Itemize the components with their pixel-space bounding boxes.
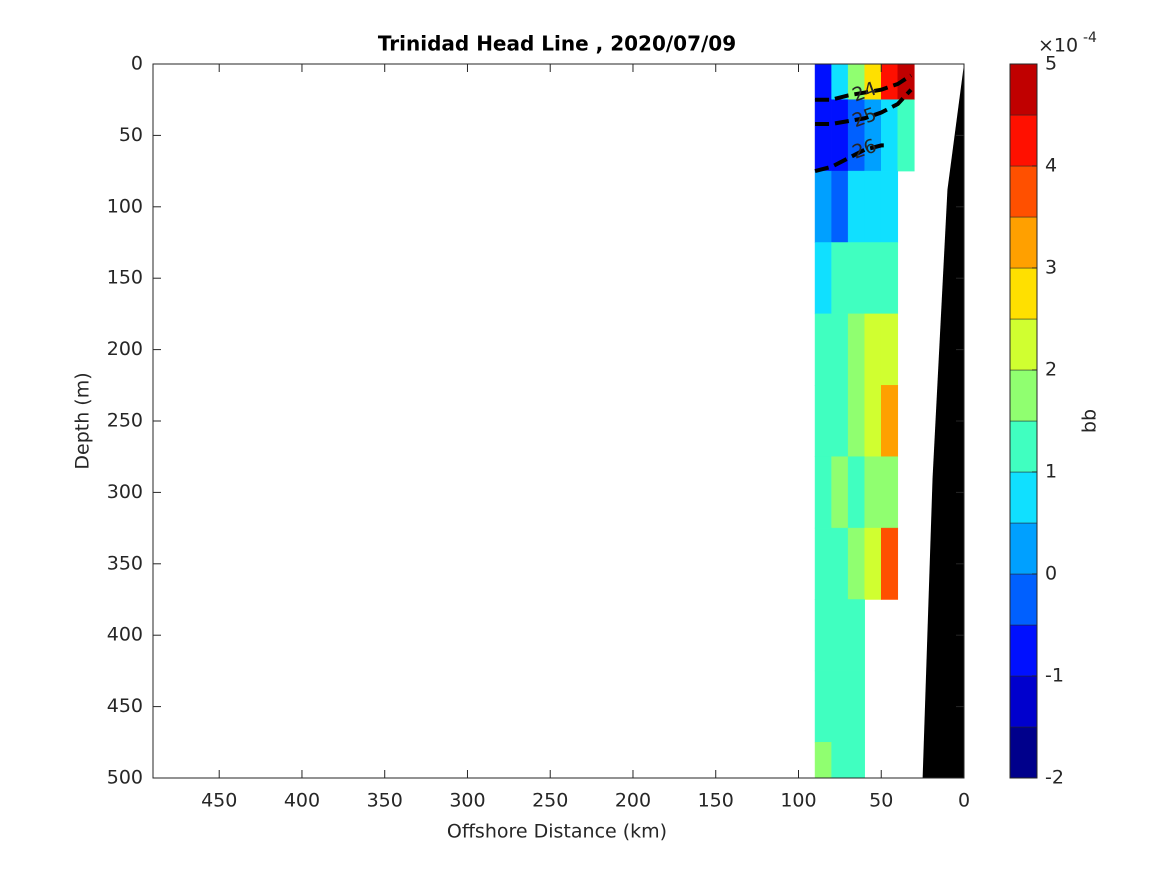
field-cell	[847, 313, 865, 386]
y-tick-label: 250	[107, 410, 143, 432]
colorbar-tick-label: 2	[1045, 359, 1057, 381]
x-tick-label: 250	[532, 790, 568, 812]
x-tick-label: 0	[958, 790, 970, 812]
x-tick-label: 50	[869, 790, 893, 812]
field-cell	[814, 99, 832, 172]
y-tick-label: 200	[107, 338, 143, 360]
isopycnal	[814, 143, 890, 174]
colorbar-swatch	[1009, 318, 1038, 371]
field-cell	[814, 527, 832, 600]
isopycnal	[815, 88, 913, 126]
field-cell	[880, 242, 899, 315]
y-tick-label: 350	[107, 552, 143, 574]
field-cell	[814, 313, 832, 386]
colorbar-swatch	[1009, 726, 1038, 779]
colorbar-tick-label: 5	[1045, 53, 1057, 75]
field-cell	[831, 313, 849, 386]
field-cell	[864, 170, 882, 243]
field-cell	[880, 313, 899, 386]
field-cell	[814, 385, 832, 457]
colorbar-tick-label: 0	[1045, 563, 1057, 585]
field-cell	[864, 385, 882, 457]
colorbar-swatch	[1009, 369, 1038, 422]
field-cell	[847, 670, 865, 743]
colorbar-swatch	[1009, 165, 1038, 218]
x-tick-label: 150	[698, 790, 734, 812]
field-cell	[847, 456, 865, 529]
field-cell	[831, 599, 849, 672]
colorbar-swatch	[1009, 114, 1038, 167]
y-tick-label: 500	[107, 767, 143, 789]
colorbar-multiplier: ×10	[1038, 35, 1078, 57]
y-tick-label: 50	[119, 124, 143, 146]
field-cell	[831, 242, 849, 315]
field-cell	[864, 527, 882, 600]
field-cell	[814, 242, 832, 315]
colorbar-tick-label: 4	[1045, 155, 1057, 177]
field-cell	[847, 527, 865, 600]
x-tick-label: 400	[284, 790, 320, 812]
field-cell	[880, 385, 899, 457]
colorbar-swatch	[1009, 624, 1038, 677]
field-cell	[847, 385, 865, 457]
colorbar-swatch	[1009, 675, 1038, 728]
field-cell	[880, 527, 899, 600]
colorbar-tick-label: 3	[1045, 257, 1057, 279]
colorbar-swatch	[1009, 420, 1038, 473]
field-cell	[831, 170, 849, 243]
x-tick-label: 300	[449, 790, 485, 812]
colorbar-tick-label: 1	[1045, 461, 1057, 483]
colorbar-swatch	[1009, 471, 1038, 524]
field-cell	[864, 456, 882, 529]
field-cell	[831, 385, 849, 457]
field-cell	[814, 170, 832, 243]
field-cell	[880, 456, 899, 529]
field-cell	[814, 670, 832, 743]
field-cell	[831, 670, 849, 743]
y-tick-label: 100	[107, 195, 143, 217]
x-tick-label: 100	[780, 790, 816, 812]
colorbar-swatch	[1009, 216, 1038, 269]
x-tick-label: 350	[367, 790, 403, 812]
y-tick-label: 400	[107, 624, 143, 646]
colorbar-swatch	[1009, 573, 1038, 626]
field-cell	[897, 99, 915, 172]
isopycnal	[815, 73, 913, 102]
x-axis-label: Offshore Distance (km)	[447, 821, 667, 843]
colorbar-tick-label: -1	[1045, 665, 1064, 687]
bathymetry	[922, 64, 964, 778]
field-cell	[831, 456, 849, 529]
field-cell	[864, 313, 882, 386]
colorbar-label: bb	[1079, 409, 1101, 433]
y-axis-label: Depth (m)	[72, 372, 94, 469]
y-tick-label: 150	[107, 267, 143, 289]
colorbar-exponent: -4	[1083, 30, 1097, 46]
field-cell	[847, 242, 865, 315]
field-cell	[847, 599, 865, 672]
field-cell	[831, 527, 849, 600]
x-tick-label: 450	[201, 790, 237, 812]
field-cell	[814, 599, 832, 672]
field-cell	[880, 170, 899, 243]
y-tick-label: 450	[107, 695, 143, 717]
colorbar-box	[1009, 63, 1038, 779]
colorbar-swatch	[1009, 522, 1038, 575]
field-cell	[847, 170, 865, 243]
field-cell	[814, 456, 832, 529]
field-cell	[864, 242, 882, 315]
colorbar-tick-label: -2	[1045, 767, 1064, 789]
chart-title: Trinidad Head Line , 2020/07/09	[378, 32, 736, 56]
y-tick-label: 300	[107, 481, 143, 503]
colorbar-swatch	[1009, 63, 1038, 116]
y-tick-label: 0	[131, 53, 143, 75]
colorbar-swatch	[1009, 267, 1038, 320]
x-tick-label: 200	[615, 790, 651, 812]
